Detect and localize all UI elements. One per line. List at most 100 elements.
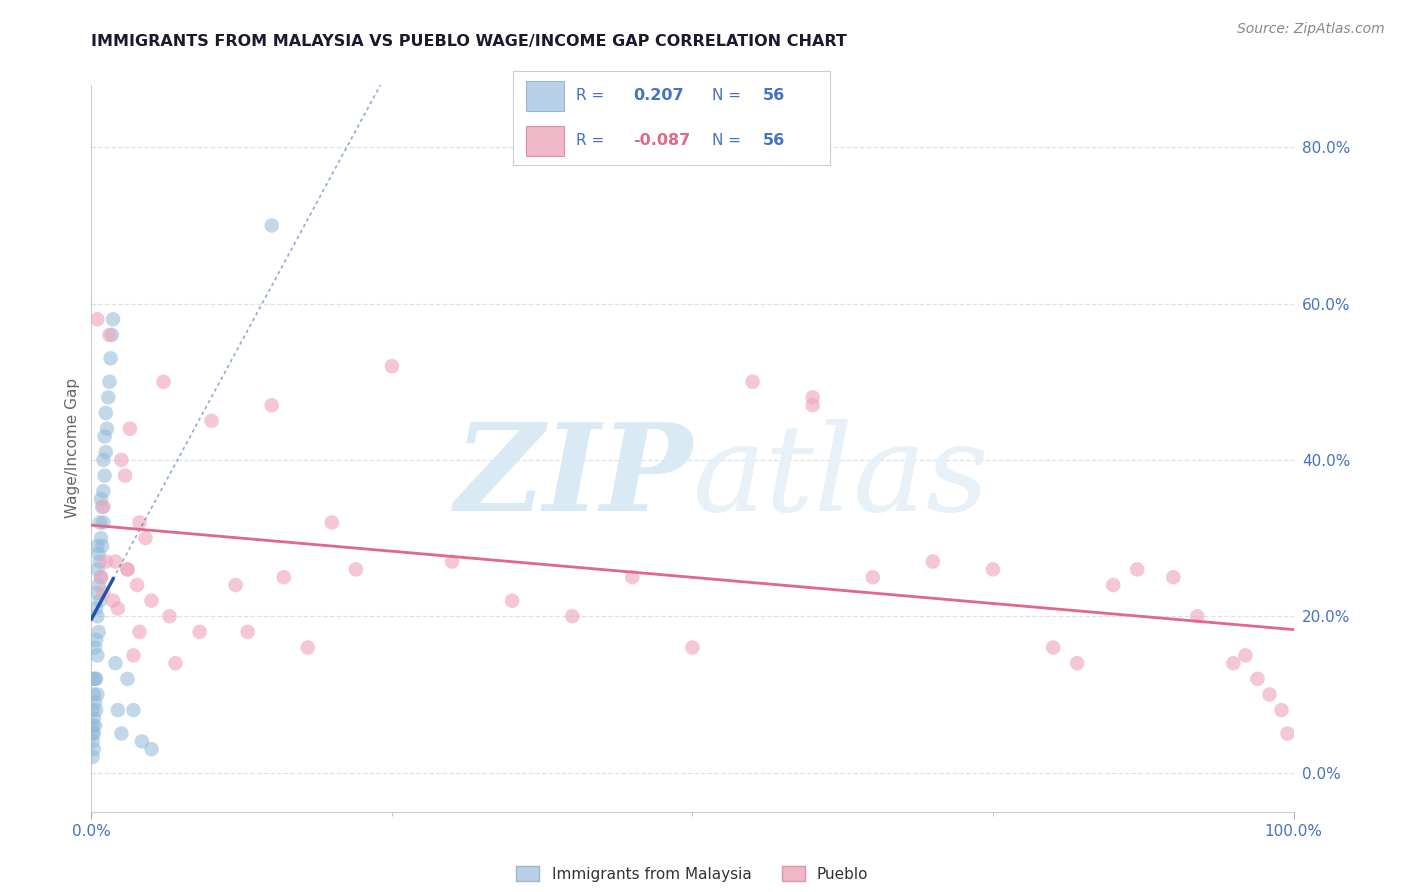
Point [104,555,127,569]
Text: ZIP: ZIP [454,418,692,537]
Point [87,547,110,561]
Point [84,695,107,709]
Point [1222,656,1244,670]
Point [114,468,136,483]
Point [225,578,247,592]
Point [107,601,129,615]
Point [110,453,132,467]
Point [501,593,523,607]
Point [236,624,259,639]
Point [1258,688,1281,702]
Point [90,491,112,506]
Text: -0.087: -0.087 [633,133,690,148]
Point [122,703,145,717]
Point [94,555,117,569]
Point [93,429,115,443]
Point [90,570,112,584]
Point [118,422,141,436]
Point [86,312,108,326]
Point [125,578,148,592]
Point [104,656,127,670]
Point [107,703,129,717]
Point [83,726,105,740]
Point [1161,570,1184,584]
Bar [526,126,564,156]
Point [1187,609,1209,624]
Point [83,672,105,686]
Point [1277,726,1299,740]
Point [110,726,132,740]
Point [440,555,463,569]
Point [681,640,703,655]
Point [82,726,104,740]
Point [86,648,108,663]
Point [128,624,150,639]
Point [93,500,115,514]
Point [260,219,283,233]
Point [91,500,114,514]
Y-axis label: Wage/Income Gap: Wage/Income Gap [65,378,80,518]
Point [89,555,111,569]
Point [117,562,139,576]
Text: R =: R = [576,133,605,148]
Point [84,719,107,733]
Point [90,531,112,545]
Point [101,327,124,342]
Point [165,656,187,670]
Point [922,555,945,569]
Text: IMMIGRANTS FROM MALAYSIA VS PUEBLO WAGE/INCOME GAP CORRELATION CHART: IMMIGRANTS FROM MALAYSIA VS PUEBLO WAGE/… [91,34,848,49]
Point [1102,578,1125,592]
Point [98,375,121,389]
Point [87,624,110,639]
Point [86,539,108,553]
Point [96,422,118,436]
Point [86,609,108,624]
Point [84,601,107,615]
Text: 56: 56 [763,133,786,148]
Point [93,516,115,530]
Point [621,570,644,584]
Point [122,648,145,663]
Point [86,586,108,600]
Point [84,672,107,686]
Point [98,327,121,342]
Legend: Immigrants from Malaysia, Pueblo: Immigrants from Malaysia, Pueblo [510,860,875,888]
Point [84,640,107,655]
Point [84,632,107,647]
Point [344,562,367,576]
Point [188,624,211,639]
Point [1066,656,1088,670]
Bar [526,81,564,111]
Point [84,672,107,686]
Point [82,750,104,764]
Point [83,711,105,725]
Point [84,703,107,717]
Point [117,562,139,576]
Point [741,375,763,389]
Point [862,570,884,584]
Point [82,734,104,748]
Point [97,391,120,405]
Text: 0.207: 0.207 [633,88,685,103]
Point [981,562,1004,576]
Point [93,484,115,499]
Point [1270,703,1292,717]
Point [86,688,108,702]
Point [1246,672,1268,686]
Point [87,578,110,592]
Point [90,570,112,584]
Point [83,688,105,702]
Point [101,312,124,326]
Point [297,640,319,655]
Point [82,719,104,733]
Point [134,531,156,545]
Point [381,359,404,373]
Point [100,351,122,366]
Point [321,516,343,530]
Text: N =: N = [713,88,741,103]
Point [801,391,824,405]
Point [152,375,174,389]
Point [101,593,124,607]
Point [141,742,163,756]
Text: 56: 56 [763,88,786,103]
